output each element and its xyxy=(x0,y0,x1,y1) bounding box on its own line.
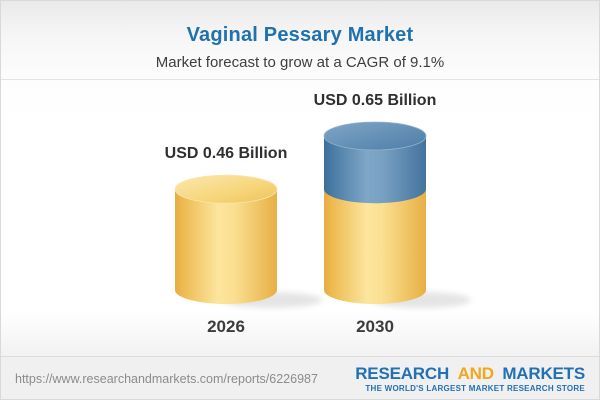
chart-area: USD 0.46 Billion 2026 USD 0.65 Billion 2030 xyxy=(1,1,599,356)
chart-subtitle: Market forecast to grow at a CAGR of 9.1… xyxy=(155,54,445,71)
x-axis-label-2026: 2026 xyxy=(207,317,245,336)
footer: https://www.researchandmarkets.com/repor… xyxy=(1,356,599,399)
chart-header: Vaginal Pessary Market Market forecast t… xyxy=(1,1,599,80)
cylinder-2026 xyxy=(174,174,278,304)
value-label-2030: USD 0.65 Billion xyxy=(313,92,437,109)
chart-title: Vaginal Pessary Market xyxy=(186,24,414,46)
logo-word-research: RESEARCH xyxy=(355,364,450,383)
value-label-2026: USD 0.46 Billion xyxy=(164,145,288,163)
logo-word-markets: MARKETS xyxy=(502,364,585,383)
logo-word-and: AND xyxy=(457,364,494,383)
report-url: https://www.researchandmarkets.com/repor… xyxy=(15,372,318,386)
brand-tagline: THE WORLD'S LARGEST MARKET RESEARCH STOR… xyxy=(365,384,585,393)
brand-logo-wordmark: RESEARCH AND MARKETS xyxy=(355,365,585,382)
cylinder-2030 xyxy=(323,121,427,304)
x-axis-label-2030: 2030 xyxy=(356,317,394,336)
brand-logo: RESEARCH AND MARKETS THE WORLD'S LARGEST… xyxy=(355,365,585,393)
cylinder-chart xyxy=(174,121,471,308)
